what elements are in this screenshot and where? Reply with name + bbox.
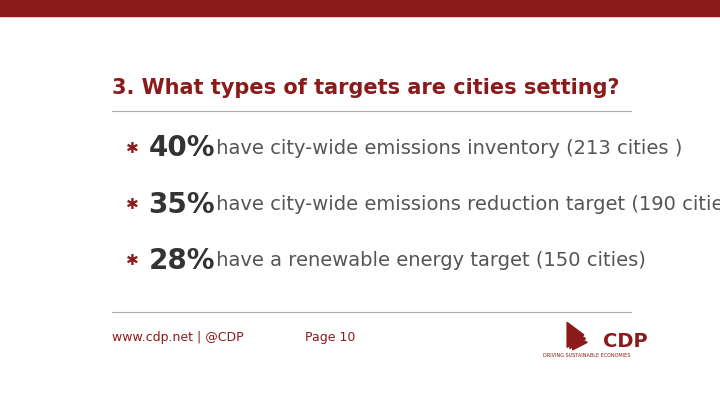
Text: 3. What types of targets are cities setting?: 3. What types of targets are cities sett…	[112, 78, 620, 98]
Text: ✱: ✱	[125, 197, 138, 212]
Text: www.cdp.net | @CDP: www.cdp.net | @CDP	[112, 330, 244, 343]
Text: ✱: ✱	[125, 141, 138, 156]
Text: ✱: ✱	[125, 253, 138, 268]
Text: have city-wide emissions inventory (213 cities ): have city-wide emissions inventory (213 …	[210, 139, 683, 158]
Polygon shape	[567, 322, 584, 347]
Polygon shape	[570, 328, 585, 349]
Text: have city-wide emissions reduction target (190 cities): have city-wide emissions reduction targe…	[210, 195, 720, 214]
Text: DRIVING SUSTAINABLE ECONOMIES: DRIVING SUSTAINABLE ECONOMIES	[543, 353, 630, 358]
Text: CDP: CDP	[603, 332, 648, 351]
Text: Page 10: Page 10	[305, 330, 355, 343]
Text: 40%: 40%	[148, 134, 215, 162]
Text: have a renewable energy target (150 cities): have a renewable energy target (150 citi…	[210, 251, 646, 270]
Text: 35%: 35%	[148, 190, 215, 219]
Polygon shape	[572, 335, 588, 350]
Text: 28%: 28%	[148, 247, 215, 275]
